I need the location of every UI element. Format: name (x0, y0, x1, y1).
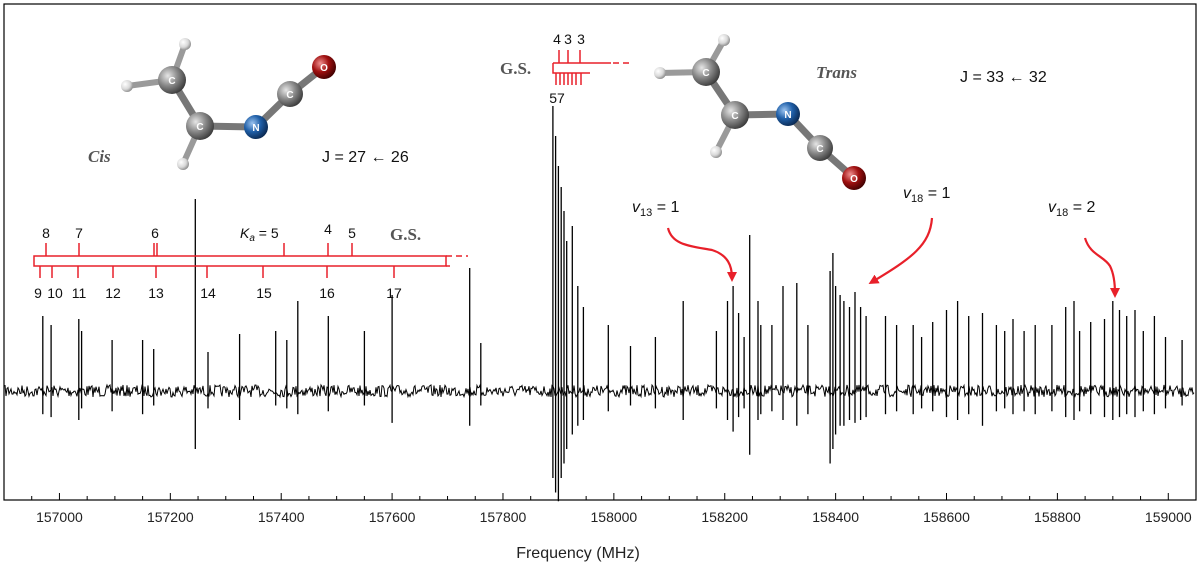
svg-text:C: C (286, 90, 293, 101)
trans-ladder-top-label: 3 (577, 31, 585, 47)
x-axis-title: Frequency (MHz) (516, 545, 640, 562)
cis-ladder-bottom-label: 16 (319, 285, 335, 301)
cis-ladder-top-label: 6 (151, 225, 159, 241)
trans-gs-label: G.S. (500, 59, 531, 78)
svg-text:C: C (702, 68, 709, 79)
x-tick-label: 157600 (369, 509, 416, 525)
cis-ladder-bottom-label: 14 (200, 285, 216, 301)
trans-ladder-bottom-label: 57 (549, 90, 565, 106)
svg-text:C: C (196, 122, 203, 133)
trans-transition-label: J = 33 ← 32 (960, 69, 1047, 86)
x-tick-label: 158000 (591, 509, 638, 525)
spectrum-baseline (4, 383, 1195, 399)
cis-ladder-bottom-label: 13 (148, 285, 164, 301)
svg-text:N: N (784, 110, 791, 121)
cis-ladder-top-label: 5 (348, 225, 356, 241)
svg-text:C: C (731, 111, 738, 122)
x-tick-label: 158600 (923, 509, 970, 525)
v13-arrow (666, 227, 737, 282)
svg-text:C: C (168, 76, 175, 87)
v18-1-label: v18 = 1 (903, 185, 950, 205)
cis-ladder-top-label: 7 (75, 225, 83, 241)
trans-molecule-image: C C N C O (654, 34, 866, 190)
x-axis: 157000 157200 157400 157600 157800 158000 1582… (31, 493, 1192, 525)
cis-ladder-bottom-label: 11 (72, 285, 87, 301)
cis-ladder-top-label: 4 (324, 221, 332, 237)
spectrum-trace (4, 106, 1195, 502)
x-tick-label: 157000 (36, 509, 83, 525)
v18-2-arrow (1083, 237, 1120, 298)
x-tick-label: 158800 (1034, 509, 1081, 525)
v18-2-label: v18 = 2 (1048, 199, 1095, 219)
trans-ladder (552, 50, 633, 85)
svg-text:O: O (320, 63, 328, 74)
x-tick-label: 158400 (812, 509, 859, 525)
cis-ladder-bottom-label: 9 (34, 285, 42, 301)
cis-ladder-bottom-label: 12 (105, 285, 121, 301)
cis-ladder-bottom-label: 17 (386, 285, 402, 301)
x-tick-label: 157800 (480, 509, 527, 525)
plot-frame (3, 3, 1197, 501)
x-tick-label: 157400 (258, 509, 305, 525)
cis-ladder-bottom-label: 15 (256, 285, 272, 301)
cis-ladder-top-label: 8 (42, 225, 50, 241)
ka-label: Ka = 5 (240, 225, 279, 244)
cis-label: Cis (88, 147, 111, 166)
svg-text:N: N (252, 123, 259, 134)
cis-ladder (33, 243, 468, 278)
cis-transition-label: J = 27 ← 26 (322, 149, 409, 166)
x-tick-label: 159000 (1145, 509, 1192, 525)
trans-ladder-bar (552, 62, 611, 74)
x-tick-label: 158200 (701, 509, 748, 525)
svg-text:O: O (850, 174, 858, 185)
svg-text:C: C (816, 144, 823, 155)
v18-1-arrow (868, 217, 934, 285)
cis-gs-label: G.S. (390, 225, 421, 244)
cis-ladder-bar (33, 255, 447, 267)
x-tick-label: 157200 (147, 509, 194, 525)
trans-ladder-top-label: 4 (553, 31, 561, 47)
trans-label: Trans (816, 63, 857, 82)
trans-ladder-top-label: 3 (564, 31, 572, 47)
cis-molecule-image: C C N C O (121, 38, 336, 170)
cis-ladder-bottom-label: 10 (47, 285, 63, 301)
v13-label: v13 = 1 (632, 199, 679, 219)
